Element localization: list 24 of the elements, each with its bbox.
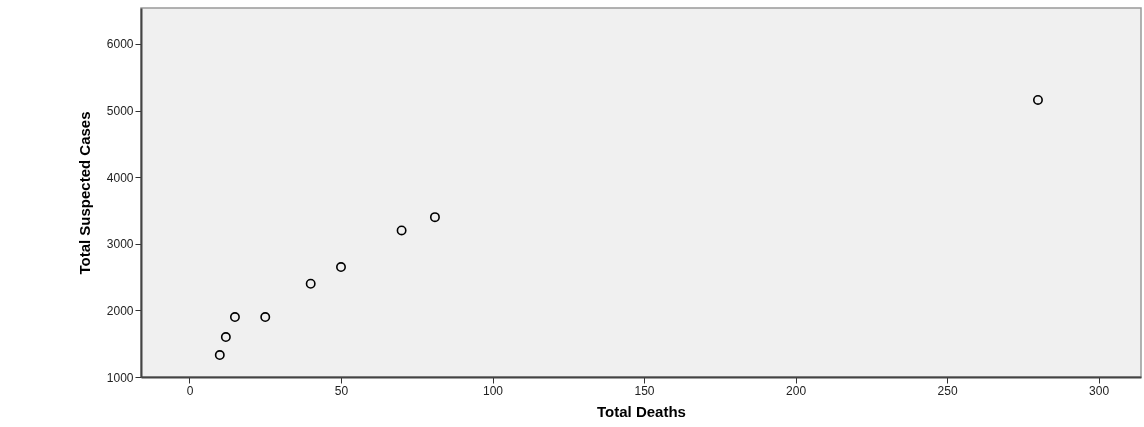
x-axis-title: Total Deaths bbox=[597, 402, 686, 420]
y-tick-label: 4000 bbox=[106, 170, 134, 185]
x-tick-label: 100 bbox=[483, 383, 504, 398]
x-tick-label: 50 bbox=[334, 383, 349, 398]
y-tick-label: 3000 bbox=[106, 237, 134, 252]
point bbox=[229, 312, 240, 323]
x-tick-label: 150 bbox=[634, 383, 655, 398]
x-tick-label: 300 bbox=[1089, 383, 1110, 398]
y-tick-label: 1000 bbox=[106, 370, 134, 385]
x-tick-label: 250 bbox=[937, 383, 958, 398]
point bbox=[336, 262, 346, 273]
point bbox=[214, 350, 225, 360]
y-tick-label: 5000 bbox=[106, 104, 134, 119]
y-tick-label: 6000 bbox=[106, 37, 134, 52]
x-tick-label: 0 bbox=[186, 383, 194, 398]
point bbox=[429, 212, 440, 223]
point bbox=[1032, 94, 1043, 105]
y-axis-title: Total Suspected Cases bbox=[75, 111, 93, 275]
point bbox=[220, 332, 231, 343]
point bbox=[260, 312, 271, 323]
point bbox=[305, 278, 316, 289]
x-tick-label: 200 bbox=[786, 383, 807, 398]
point bbox=[396, 225, 407, 236]
y-tick-label: 2000 bbox=[106, 303, 134, 318]
